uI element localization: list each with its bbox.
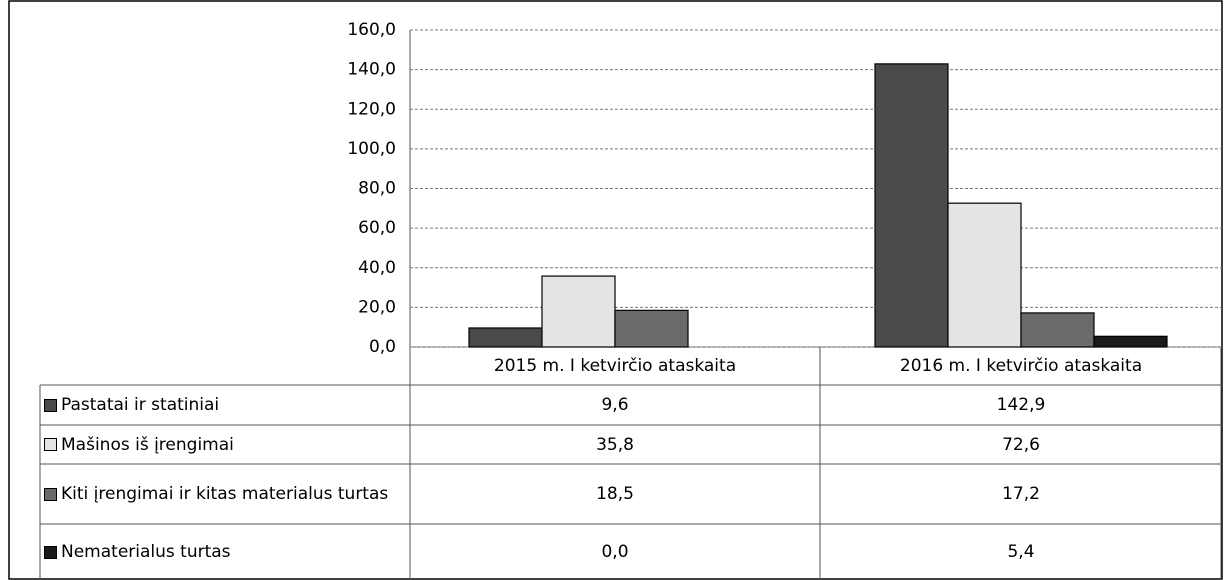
bar xyxy=(947,202,1022,348)
legend-swatch xyxy=(44,398,57,412)
y-tick-label: 40,0 xyxy=(358,258,396,278)
legend-entry: Nematerialus turtas xyxy=(40,524,410,580)
legend-swatch xyxy=(44,438,57,451)
x-tick-label: 2016 m. I ketvirčio ataskaita xyxy=(899,356,1143,376)
legend-entry: Pastatai ir statiniai xyxy=(40,385,410,425)
legend-label: Kiti įrengimai ir kitas materialus turta… xyxy=(61,484,389,504)
bar xyxy=(541,275,616,348)
bar xyxy=(1020,312,1095,348)
legend-entry: Kiti įrengimai ir kitas materialus turta… xyxy=(40,464,410,524)
table-value: 35,8 xyxy=(596,434,634,455)
y-tick-label: 160,0 xyxy=(347,20,396,40)
legend-entry: Mašinos iš įrengimai xyxy=(40,425,410,464)
table-value: 17,2 xyxy=(1002,484,1040,504)
legend-swatch xyxy=(44,545,57,559)
y-tick-label: 60,0 xyxy=(358,218,396,238)
table-value: 142,9 xyxy=(996,395,1046,415)
table-value: 18,5 xyxy=(596,484,634,504)
legend-label: Pastatai ir statiniai xyxy=(61,395,220,415)
legend-label: Nematerialus turtas xyxy=(61,542,231,562)
table-value: 72,6 xyxy=(1002,434,1040,455)
y-tick-label: 140,0 xyxy=(347,60,396,80)
bar xyxy=(614,309,689,348)
frame xyxy=(8,0,1223,580)
legend-label: Mašinos iš įrengimai xyxy=(61,434,234,455)
y-tick-label: 0,0 xyxy=(369,337,396,357)
y-tick-label: 100,0 xyxy=(347,139,396,159)
y-tick-label: 20,0 xyxy=(358,297,396,317)
bar xyxy=(874,63,949,348)
bar xyxy=(468,327,543,348)
bar xyxy=(1093,335,1168,348)
y-tick-label: 120,0 xyxy=(347,99,396,119)
table-value: 5,4 xyxy=(1007,542,1035,562)
y-tick-label: 80,0 xyxy=(358,179,396,199)
table-value: 9,6 xyxy=(601,395,629,415)
x-tick-label: 2015 m. I ketvirčio ataskaita xyxy=(493,356,737,376)
legend-swatch xyxy=(44,487,57,501)
table-value: 0,0 xyxy=(601,542,629,562)
